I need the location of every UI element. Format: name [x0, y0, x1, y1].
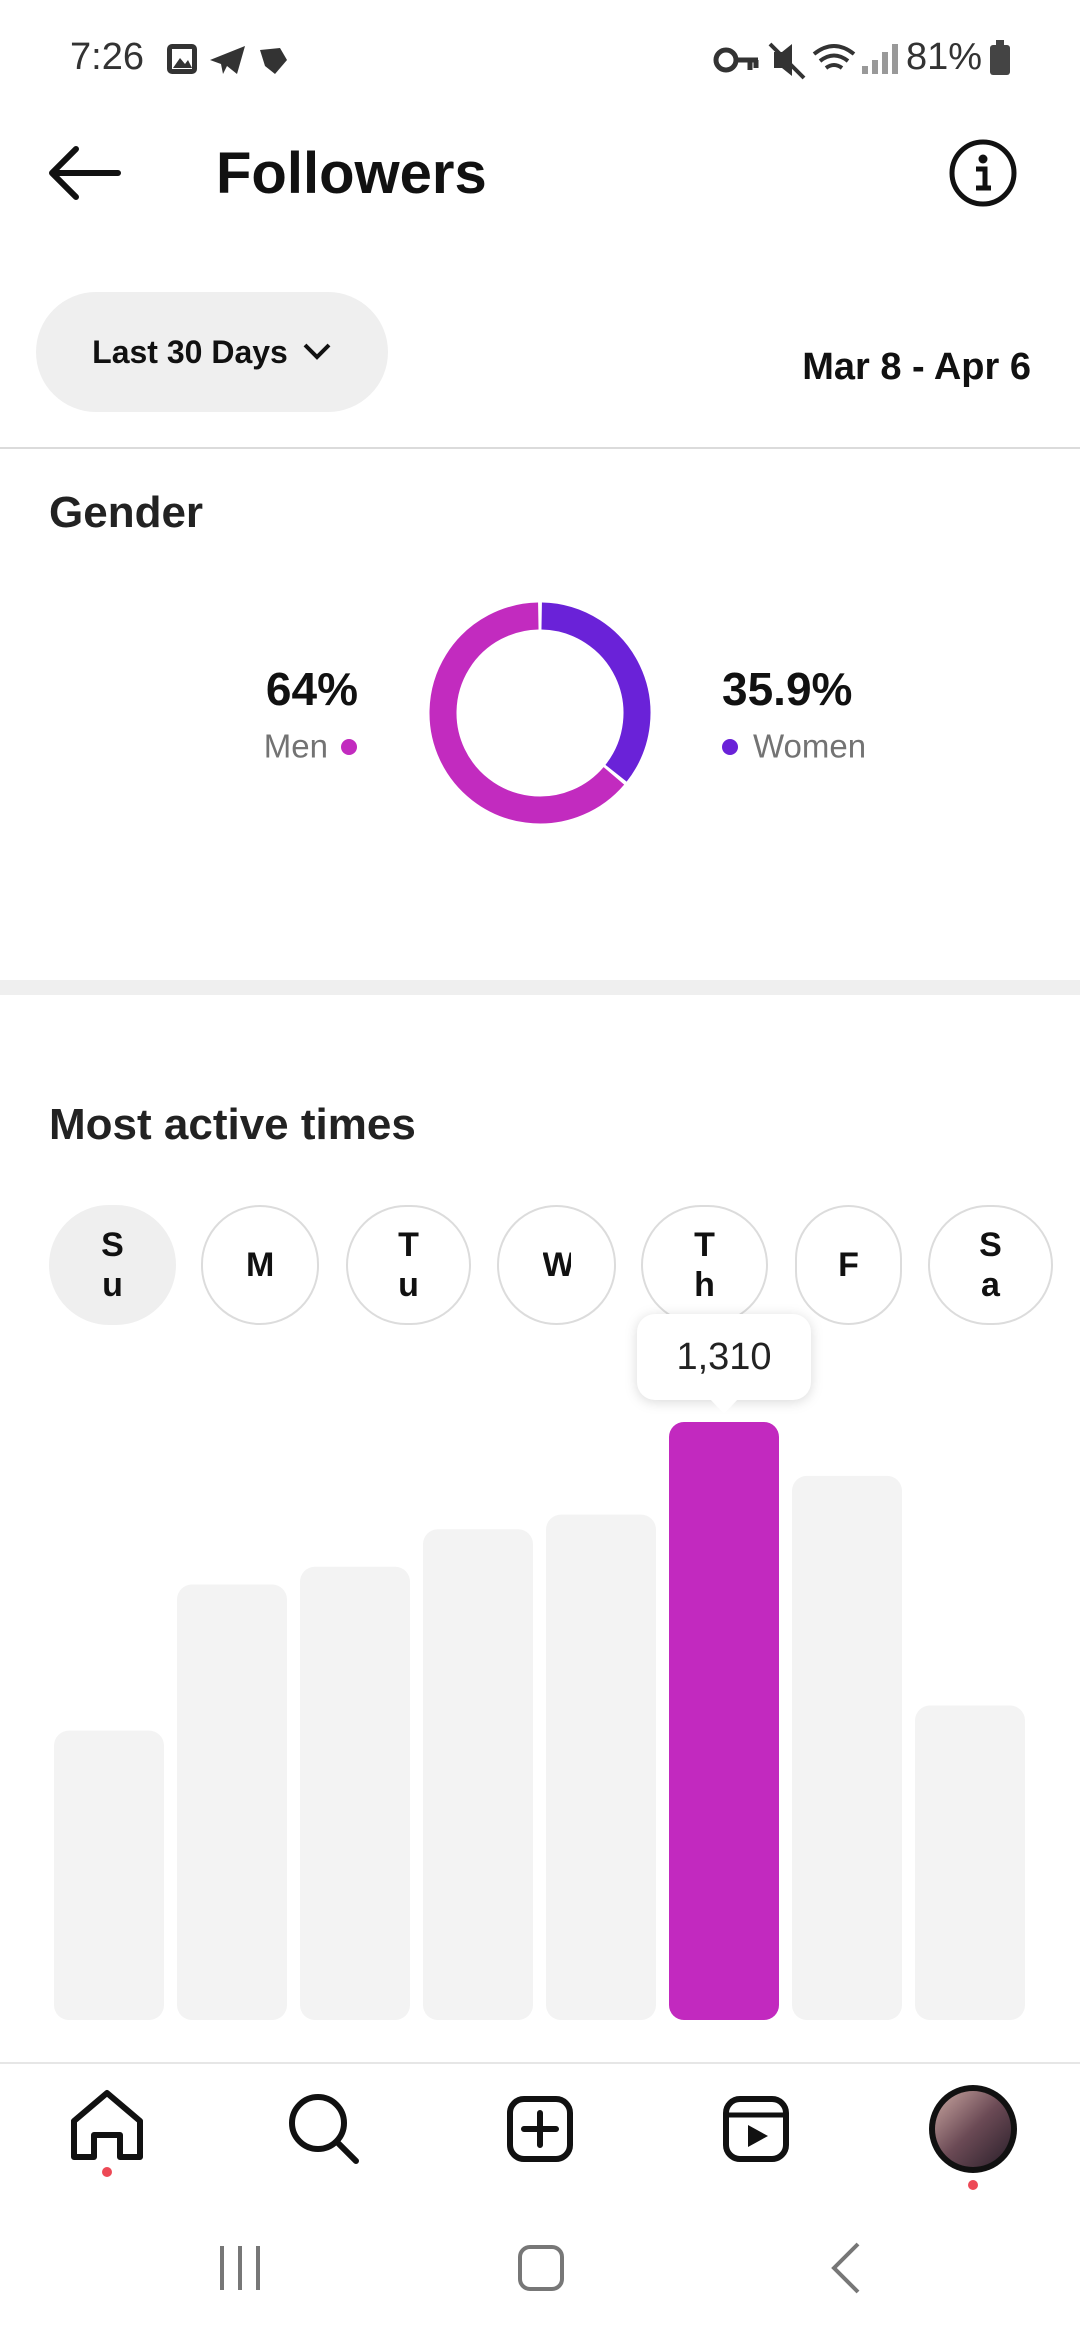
tooltip-label: 1,310 — [676, 1336, 771, 1378]
info-button[interactable] — [948, 138, 1018, 208]
bar — [792, 1475, 902, 2020]
legend-dot — [722, 739, 738, 755]
home-tab[interactable] — [71, 2090, 143, 2177]
legend-dot — [341, 739, 357, 755]
day-tab-label: Tu — [398, 1226, 419, 1304]
divider — [0, 447, 1080, 449]
status-icons-right — [713, 42, 898, 80]
bottom-nav — [71, 2085, 1017, 2190]
status-icons — [167, 44, 287, 74]
date-range-dropdown[interactable]: Last 30 Days — [36, 292, 388, 412]
page-title: Followers — [216, 141, 487, 206]
legend-label: Men — [264, 728, 328, 765]
create-tab[interactable] — [507, 2096, 573, 2162]
chevron — [303, 343, 331, 360]
donut-slice — [541, 602, 651, 782]
day-tab-label: Th — [694, 1226, 715, 1304]
bar — [546, 1514, 656, 2020]
bar — [423, 1529, 533, 2020]
bar — [669, 1422, 779, 2020]
day-tab[interactable]: Su — [49, 1205, 176, 1325]
day-tab-label: W — [543, 1245, 571, 1285]
bar — [54, 1730, 164, 2020]
legend-label: Women — [753, 728, 866, 765]
reels-tab[interactable] — [723, 2096, 789, 2162]
day-tab-label: M — [246, 1246, 274, 1284]
tooltip-box — [637, 1314, 811, 1400]
day-tab-label: Sa — [979, 1226, 1002, 1304]
status-battery: 81% — [906, 36, 983, 78]
tooltip-pointer — [710, 1399, 738, 1414]
section-separator — [0, 980, 1080, 995]
profile-tab[interactable] — [929, 2085, 1017, 2190]
activity-chart: 1,310 — [54, 1314, 1025, 2020]
day-tab-label: F — [838, 1246, 859, 1284]
day-tab[interactable]: W — [497, 1205, 616, 1325]
day-tab[interactable]: Tu — [346, 1205, 471, 1325]
percent-label: 64% — [266, 663, 358, 715]
day-tab-label: Su — [101, 1226, 124, 1304]
bar — [177, 1584, 287, 2020]
bar — [915, 1705, 1025, 2020]
search-tab[interactable] — [289, 2094, 359, 2164]
donut-slice — [429, 602, 625, 824]
percent-label: 35.9% — [722, 663, 852, 715]
day-tab[interactable]: M — [201, 1205, 319, 1325]
status-time: 7:26 — [70, 36, 144, 78]
system-nav — [220, 2242, 860, 2294]
divider — [0, 2062, 1080, 2064]
day-tab[interactable]: Sa — [928, 1205, 1053, 1325]
back-button[interactable] — [46, 145, 122, 201]
date-range-label: Last 30 Days — [92, 333, 288, 370]
bar — [300, 1566, 410, 2020]
gender-chart: 64% Men 35.9% Women — [264, 602, 866, 824]
section-title: Most active times — [49, 1100, 416, 1149]
day-tab[interactable]: F — [795, 1205, 902, 1325]
section-title: Gender — [49, 488, 204, 537]
battery-icon — [990, 40, 1010, 75]
date-span: Mar 8 - Apr 6 — [802, 346, 1031, 388]
